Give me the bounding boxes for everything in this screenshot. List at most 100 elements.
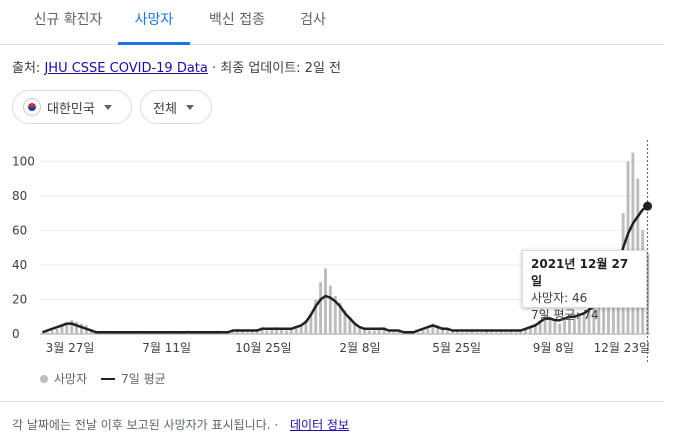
deaths-bar bbox=[450, 330, 454, 334]
deaths-bar bbox=[602, 299, 606, 334]
deaths-bar bbox=[626, 161, 630, 334]
deaths-bar bbox=[494, 332, 498, 334]
caret-down-icon bbox=[103, 104, 112, 110]
tab-label: 사망자 bbox=[134, 12, 174, 28]
deaths-bar bbox=[60, 325, 64, 334]
deaths-bar bbox=[358, 327, 362, 334]
deaths-bar bbox=[597, 302, 601, 334]
legend-average-swatch bbox=[101, 377, 116, 380]
x-tick-label: 5월 25일 bbox=[432, 341, 481, 355]
deaths-bar bbox=[533, 323, 537, 334]
scope-filter-button[interactable]: 전체 bbox=[140, 90, 212, 124]
deaths-bar bbox=[446, 328, 449, 334]
deaths-bar bbox=[55, 328, 59, 334]
deaths-bar bbox=[265, 330, 269, 334]
deaths-bar bbox=[572, 318, 576, 334]
deaths-bar bbox=[592, 306, 596, 334]
deaths-bar bbox=[568, 316, 571, 334]
deaths-bar bbox=[558, 323, 562, 334]
deaths-bar bbox=[328, 285, 332, 334]
data-info-link[interactable]: 데이터 정보 bbox=[290, 418, 350, 432]
tab-testing[interactable]: 검사 bbox=[286, 0, 340, 44]
deaths-bar bbox=[509, 330, 513, 334]
deaths-bar bbox=[299, 325, 303, 334]
deaths-bar bbox=[309, 313, 313, 334]
deaths-bar bbox=[80, 323, 83, 334]
deaths-bar bbox=[538, 320, 542, 334]
deaths-bar bbox=[260, 327, 264, 334]
deaths-bar bbox=[563, 320, 567, 334]
deaths-bar bbox=[45, 332, 49, 334]
tooltip-average: 7일 평균: 74 bbox=[531, 308, 599, 322]
legend-deaths-label: 사망자 bbox=[54, 372, 88, 386]
deaths-bar bbox=[392, 332, 396, 334]
deaths-bar bbox=[646, 254, 650, 334]
x-tick-label: 3월 27일 bbox=[46, 341, 95, 355]
seven-day-average-line bbox=[41, 205, 649, 334]
deaths-bar bbox=[241, 330, 244, 334]
deaths-bar bbox=[50, 330, 54, 334]
source-line: 출처: JHU CSSE COVID-19 Data · 최종 업데이트: 2일… bbox=[12, 57, 341, 76]
tab-label: 백신 접종 bbox=[209, 12, 265, 28]
deaths-bar bbox=[431, 323, 435, 334]
x-tick-label: 7월 11일 bbox=[142, 341, 191, 355]
tab-deaths[interactable]: 사망자 bbox=[118, 0, 190, 45]
y-tick-label: 60 bbox=[12, 223, 27, 237]
deaths-bar bbox=[514, 332, 518, 334]
deaths-bar bbox=[436, 325, 440, 334]
deaths-bar bbox=[231, 330, 235, 334]
source-link[interactable]: JHU CSSE COVID-19 Data bbox=[44, 61, 208, 76]
deaths-bar bbox=[275, 327, 279, 334]
deaths-bar bbox=[353, 323, 357, 334]
region-filter-label: 대한민국 bbox=[47, 101, 95, 117]
tab-label: 검사 bbox=[300, 12, 326, 28]
deaths-bar bbox=[319, 282, 323, 334]
deaths-bar bbox=[421, 330, 425, 334]
tooltip-date: 2021년 12월 27일 bbox=[531, 257, 629, 288]
x-tick-label: 9월 8일 bbox=[533, 341, 574, 355]
x-tick-label: 2월 8일 bbox=[339, 341, 380, 355]
south-korea-flag-icon bbox=[23, 98, 41, 116]
deaths-bar bbox=[348, 316, 352, 334]
deaths-bar bbox=[397, 330, 401, 334]
legend-deaths-swatch bbox=[40, 374, 48, 383]
deaths-bar bbox=[631, 152, 635, 334]
x-tick-label: 12월 23일 bbox=[594, 341, 650, 355]
deaths-bar bbox=[314, 299, 318, 334]
deaths-bar bbox=[582, 315, 586, 334]
deaths-bar bbox=[372, 330, 376, 334]
tab-bar: 신규 확진자 사망자 백신 접종 검사 bbox=[0, 0, 664, 45]
deaths-bar bbox=[470, 330, 474, 334]
deaths-bar bbox=[250, 330, 254, 334]
deaths-bar bbox=[280, 328, 284, 334]
y-tick-label: 20 bbox=[12, 292, 27, 306]
caret-down-icon bbox=[185, 104, 194, 110]
deaths-bar bbox=[284, 330, 288, 334]
deaths-bar bbox=[548, 316, 552, 334]
chart-legend: 사망자 7일 평균 bbox=[40, 370, 166, 387]
deaths-bar bbox=[270, 328, 274, 334]
deaths-bar bbox=[382, 327, 386, 334]
deaths-bar bbox=[485, 330, 488, 334]
deaths-bar bbox=[455, 330, 459, 334]
deaths-bar bbox=[499, 330, 503, 334]
y-tick-label: 40 bbox=[12, 258, 27, 272]
deaths-bar bbox=[324, 268, 327, 334]
deaths-bar bbox=[489, 332, 493, 334]
deaths-bar bbox=[543, 313, 547, 334]
legend-average-label: 7일 평균 bbox=[121, 372, 166, 386]
region-filter-button[interactable]: 대한민국 bbox=[12, 90, 132, 124]
y-tick-label: 100 bbox=[12, 154, 35, 168]
deaths-bar bbox=[245, 332, 249, 334]
deaths-bar bbox=[607, 290, 610, 334]
deaths-bar bbox=[465, 332, 469, 334]
deaths-bar bbox=[387, 330, 391, 334]
source-prefix: 출처: bbox=[12, 61, 41, 76]
last-updated-text: · 최종 업데이트: 2일 전 bbox=[212, 61, 342, 76]
tab-vaccination[interactable]: 백신 접종 bbox=[196, 0, 278, 44]
tab-new-cases[interactable]: 신규 확진자 bbox=[18, 0, 118, 44]
deaths-bar bbox=[70, 320, 74, 334]
active-tab-indicator bbox=[118, 42, 190, 45]
deaths-bar bbox=[441, 327, 445, 334]
deaths-bar bbox=[426, 328, 430, 334]
